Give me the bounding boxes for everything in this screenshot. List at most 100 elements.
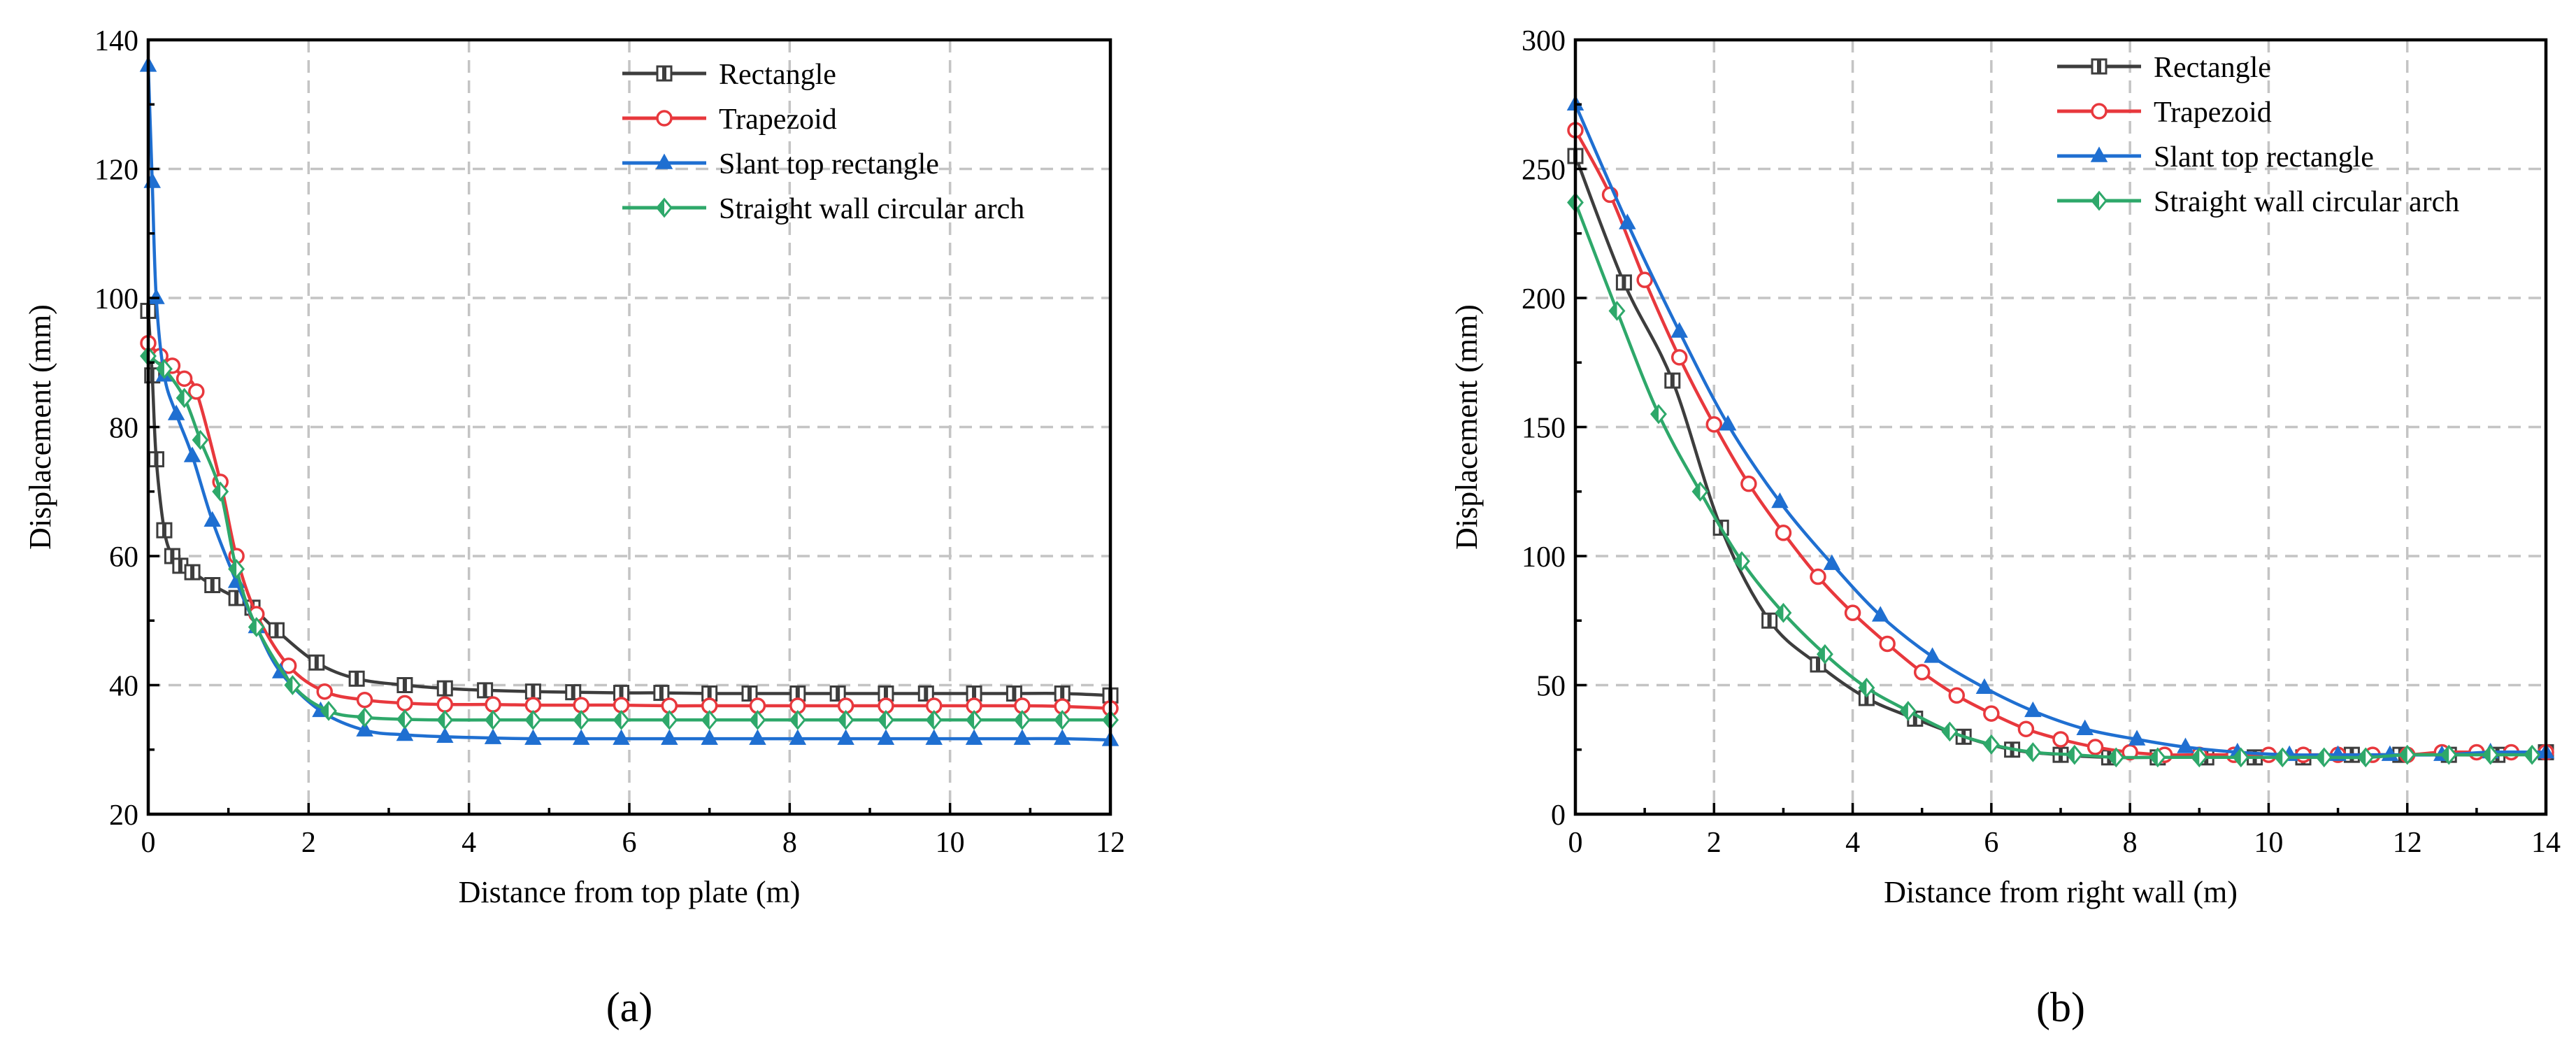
x-tick-label: 14 bbox=[2531, 827, 2561, 859]
series-trapezoid bbox=[140, 334, 1119, 717]
legend-label: Trapezoid bbox=[719, 104, 837, 136]
legend-item: Straight wall circular arch bbox=[622, 193, 1024, 225]
data-point bbox=[1608, 301, 1626, 321]
data-point bbox=[1705, 416, 1723, 433]
x-tick-label: 2 bbox=[1707, 827, 1722, 859]
data-point bbox=[524, 683, 541, 700]
y-tick-label: 250 bbox=[1522, 155, 1566, 187]
data-point bbox=[2357, 747, 2375, 768]
data-point bbox=[204, 577, 221, 594]
x-tick-label: 10 bbox=[2254, 827, 2283, 859]
chart-panel-b: 0 2 4 6 8 10 12 14 0 50 100 150 200 250 300 Distance fr… bbox=[1450, 25, 2561, 1030]
legend-item: Straight wall circular arch bbox=[2057, 186, 2459, 218]
y-tick-label: 0 bbox=[1551, 799, 1566, 832]
y-tick-label: 120 bbox=[94, 155, 138, 187]
data-point bbox=[2066, 744, 2083, 765]
legend-label: Straight wall circular arch bbox=[719, 193, 1024, 225]
legend-label: Straight wall circular arch bbox=[2154, 186, 2459, 218]
data-point bbox=[1823, 554, 1841, 570]
legend: Rectangle Trapezoid Slant top rectangle Str… bbox=[2057, 52, 2459, 218]
data-point bbox=[1664, 372, 1681, 389]
data-point bbox=[396, 677, 413, 693]
legend-item: Trapezoid bbox=[622, 104, 837, 136]
legend-label: Rectangle bbox=[2154, 52, 2271, 84]
data-point bbox=[183, 446, 201, 462]
y-tick-label: 100 bbox=[1522, 541, 1566, 574]
data-point bbox=[966, 709, 983, 730]
data-point bbox=[653, 685, 670, 702]
data-point bbox=[284, 675, 301, 695]
legend-label: Slant top rectangle bbox=[719, 148, 939, 180]
data-point bbox=[837, 709, 854, 730]
data-point bbox=[316, 683, 334, 700]
x-tick-label: 8 bbox=[782, 827, 797, 859]
data-point bbox=[1670, 349, 1688, 366]
legend-marker bbox=[2091, 190, 2108, 211]
data-point bbox=[348, 670, 365, 687]
data-point bbox=[1975, 678, 1994, 694]
x-tick-label: 8 bbox=[2123, 827, 2138, 859]
data-point bbox=[1879, 635, 1896, 653]
data-point bbox=[565, 684, 582, 701]
data-point bbox=[925, 729, 943, 745]
data-point bbox=[320, 701, 337, 721]
data-point bbox=[1810, 656, 1826, 673]
data-point bbox=[1761, 612, 1778, 629]
data-point bbox=[2076, 719, 2094, 735]
data-point bbox=[572, 729, 590, 745]
x-tick-label: 10 bbox=[936, 827, 965, 859]
x-tick-label: 4 bbox=[461, 827, 476, 859]
data-point bbox=[1733, 551, 1750, 571]
series-straight-wall-circular-arch bbox=[140, 346, 1119, 730]
chart-panel-a: 0 2 4 6 8 10 12 20 40 60 80 100 120 140 Distance from … bbox=[23, 25, 1125, 1030]
data-point bbox=[2191, 747, 2208, 768]
x-tick-label: 0 bbox=[141, 827, 156, 859]
data-point bbox=[1816, 644, 1833, 664]
data-point bbox=[184, 564, 201, 581]
data-point bbox=[2017, 720, 2035, 737]
series-trapezoid bbox=[1567, 122, 2554, 763]
data-point bbox=[396, 695, 413, 712]
data-point bbox=[1615, 274, 1632, 291]
grid bbox=[148, 40, 1110, 814]
data-point bbox=[228, 559, 245, 579]
data-point bbox=[1771, 492, 1789, 509]
y-tick-label: 20 bbox=[109, 799, 138, 832]
data-point bbox=[1982, 734, 2000, 755]
legend-label: Rectangle bbox=[719, 59, 836, 91]
data-point bbox=[1775, 602, 1792, 623]
data-point bbox=[2108, 747, 2125, 768]
data-point bbox=[741, 685, 758, 702]
data-point bbox=[701, 709, 718, 730]
legend-item: Rectangle bbox=[2057, 52, 2271, 84]
series-straight-wall-circular-arch bbox=[1567, 192, 2541, 768]
series-rectangle bbox=[140, 302, 1119, 704]
data-point bbox=[1810, 568, 1826, 585]
data-point bbox=[248, 617, 265, 637]
legend-marker bbox=[656, 110, 673, 127]
data-point bbox=[484, 728, 502, 744]
data-point bbox=[829, 685, 846, 702]
y-tick-label: 80 bbox=[109, 413, 138, 445]
y-tick-label: 100 bbox=[94, 283, 138, 315]
y-axis-label: Displacement (mm) bbox=[23, 304, 57, 550]
data-point bbox=[701, 729, 718, 745]
x-tick-label: 12 bbox=[1096, 827, 1125, 859]
data-point bbox=[925, 709, 943, 730]
data-point bbox=[2440, 744, 2458, 765]
data-point bbox=[2482, 744, 2499, 765]
data-point bbox=[1636, 271, 1653, 288]
data-point bbox=[2052, 731, 2069, 748]
panel-label: (b) bbox=[2036, 984, 2085, 1030]
legend-label: Slant top rectangle bbox=[2154, 141, 2374, 173]
axes: 0 2 4 6 8 10 12 14 0 50 100 150 200 250 300 bbox=[1522, 25, 2561, 859]
data-point bbox=[1948, 687, 1966, 704]
data-point bbox=[396, 725, 414, 741]
data-point bbox=[613, 729, 630, 745]
data-point bbox=[1858, 677, 1875, 698]
legend-marker bbox=[655, 153, 673, 169]
y-tick-label: 50 bbox=[1536, 671, 1566, 703]
data-point bbox=[878, 685, 894, 702]
y-tick-label: 150 bbox=[1522, 413, 1566, 445]
data-point bbox=[436, 696, 454, 713]
